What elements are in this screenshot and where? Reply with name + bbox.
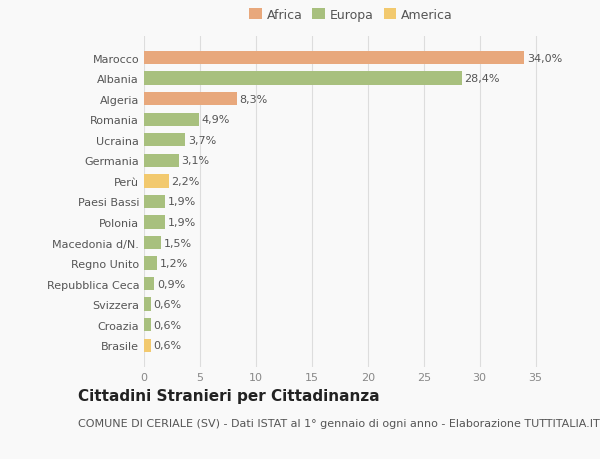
Bar xyxy=(144,216,165,229)
Bar xyxy=(144,134,185,147)
Text: 0,9%: 0,9% xyxy=(157,279,185,289)
Bar xyxy=(144,72,462,85)
Text: Cittadini Stranieri per Cittadinanza: Cittadini Stranieri per Cittadinanza xyxy=(78,388,380,403)
Bar xyxy=(144,257,157,270)
Bar xyxy=(144,236,161,250)
Text: 1,9%: 1,9% xyxy=(168,197,196,207)
Bar xyxy=(144,93,237,106)
Text: 0,6%: 0,6% xyxy=(154,300,182,309)
Bar xyxy=(144,52,524,65)
Text: 3,1%: 3,1% xyxy=(181,156,209,166)
Text: 34,0%: 34,0% xyxy=(527,53,562,63)
Bar xyxy=(144,154,179,168)
Text: 0,6%: 0,6% xyxy=(154,341,182,351)
Bar xyxy=(144,339,151,352)
Bar xyxy=(144,195,165,209)
Text: 4,9%: 4,9% xyxy=(202,115,230,125)
Legend: Africa, Europa, America: Africa, Europa, America xyxy=(247,6,455,25)
Text: COMUNE DI CERIALE (SV) - Dati ISTAT al 1° gennaio di ogni anno - Elaborazione TU: COMUNE DI CERIALE (SV) - Dati ISTAT al 1… xyxy=(78,418,600,428)
Text: 1,9%: 1,9% xyxy=(168,218,196,228)
Text: 2,2%: 2,2% xyxy=(172,176,200,186)
Bar xyxy=(144,319,151,332)
Text: 1,2%: 1,2% xyxy=(160,258,188,269)
Text: 3,7%: 3,7% xyxy=(188,135,217,146)
Bar xyxy=(144,298,151,311)
Text: 8,3%: 8,3% xyxy=(239,95,268,104)
Text: 1,5%: 1,5% xyxy=(164,238,192,248)
Bar xyxy=(144,277,154,291)
Text: 0,6%: 0,6% xyxy=(154,320,182,330)
Bar xyxy=(144,175,169,188)
Bar xyxy=(144,113,199,127)
Text: 28,4%: 28,4% xyxy=(464,74,500,84)
